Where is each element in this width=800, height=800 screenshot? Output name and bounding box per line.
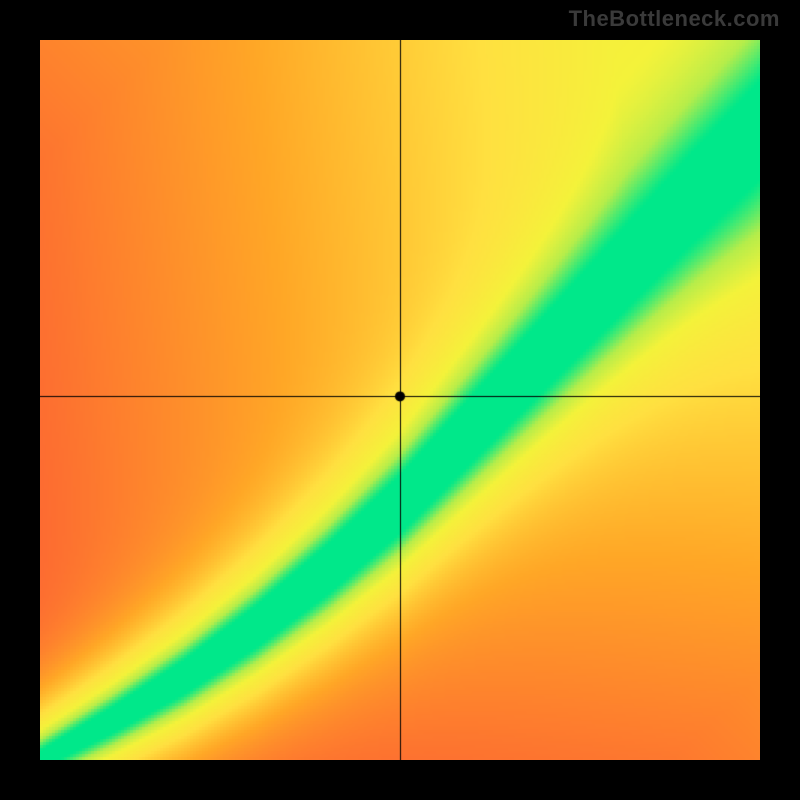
watermark-text: TheBottleneck.com [569, 6, 780, 32]
heatmap-canvas [40, 40, 760, 760]
plot-area [40, 40, 760, 760]
chart-frame: TheBottleneck.com [0, 0, 800, 800]
